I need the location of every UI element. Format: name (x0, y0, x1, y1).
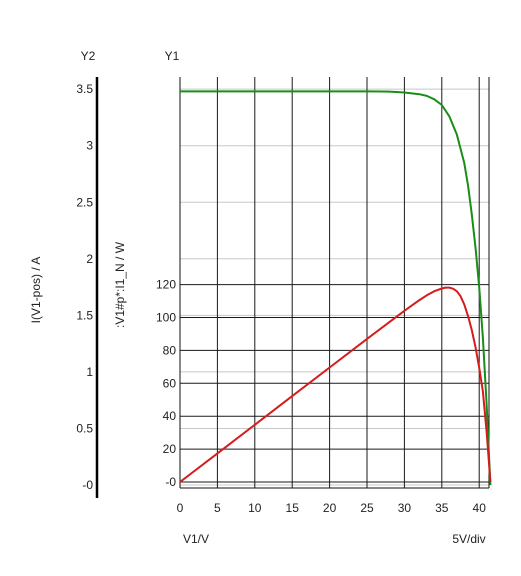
y2-tick-label: 1.5 (76, 308, 93, 322)
y2-tick-label: -0 (82, 478, 93, 492)
x-tick-label: 5 (214, 501, 221, 515)
x-tick-label: 35 (435, 501, 449, 515)
y1-tick-label: 60 (163, 376, 177, 390)
x-scale-note: 5V/div (452, 532, 485, 546)
x-tick-label: 40 (473, 501, 487, 515)
y1-tick-label: 20 (163, 442, 177, 456)
y1-tick-label: 120 (156, 278, 176, 292)
y1-axis-label: :V1#p*:I1_N / W (113, 241, 127, 328)
x-tick-label: 30 (398, 501, 412, 515)
y2-axis-label: I(V1-pos) / A (29, 257, 43, 324)
x-tick-label: 15 (286, 501, 300, 515)
y2-tick-label: 2.5 (76, 195, 93, 209)
y1-axis-title: Y1 (165, 49, 180, 63)
y1-tick-label: 80 (163, 343, 177, 357)
current-curve (180, 90, 492, 486)
x-tick-label: 20 (323, 501, 337, 515)
y1-tick-label: -0 (165, 475, 176, 489)
y2-axis-title: Y2 (81, 49, 96, 63)
x-tick-label: 0 (177, 501, 184, 515)
power-curve (179, 286, 492, 483)
y1-tick-label: 40 (163, 409, 177, 423)
y1-tick-label: 100 (156, 311, 176, 325)
x-tick-label: 10 (248, 501, 262, 515)
x-tick-label: 25 (360, 501, 374, 515)
y2-tick-label: 0.5 (76, 421, 93, 435)
y2-tick-label: 2 (86, 252, 93, 266)
y2-tick-label: 1 (86, 365, 93, 379)
x-axis-label: V1/V (183, 532, 209, 546)
y2-tick-label: 3.5 (76, 82, 93, 96)
y2-tick-label: 3 (86, 139, 93, 153)
